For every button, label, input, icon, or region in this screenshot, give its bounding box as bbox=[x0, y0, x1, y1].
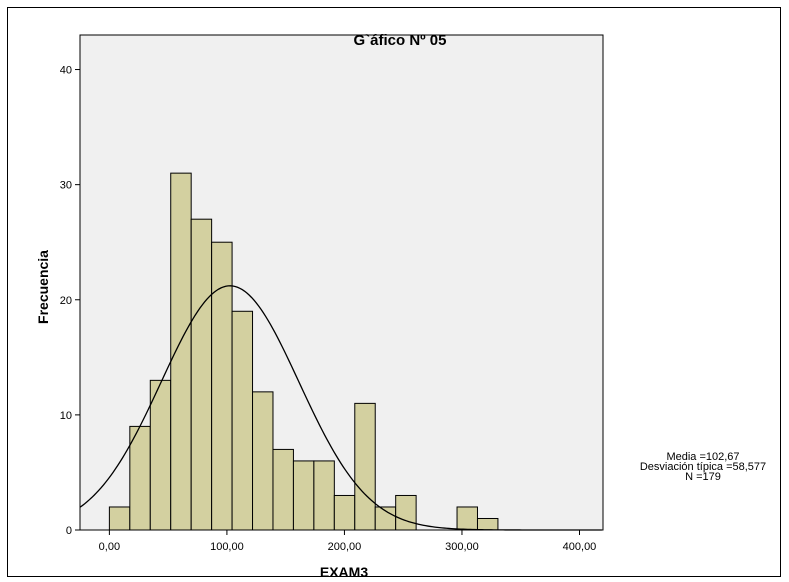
y-axis-label: Frecuencia bbox=[35, 250, 51, 324]
histogram-bar bbox=[252, 391, 274, 531]
x-axis-label: EXAM3 bbox=[320, 564, 368, 580]
chart-title: G`áfico Nº 05 bbox=[353, 32, 446, 49]
histogram-bar bbox=[149, 379, 172, 531]
stats-mean: Media =102,67 bbox=[666, 451, 740, 463]
y-tick-label: 40 bbox=[60, 65, 72, 77]
histogram-bar bbox=[456, 506, 478, 531]
histogram-bar bbox=[231, 310, 254, 531]
x-tick-label: 200,00 bbox=[328, 541, 362, 553]
x-tick-label: 300,00 bbox=[445, 541, 479, 553]
x-tick-label: 400,00 bbox=[563, 541, 597, 553]
y-tick-label: 0 bbox=[66, 525, 72, 537]
histogram-bar bbox=[190, 218, 213, 531]
stats-n: N =179 bbox=[685, 471, 721, 483]
y-tick-label: 10 bbox=[60, 410, 72, 422]
histogram-bar bbox=[108, 506, 131, 531]
histogram-bar bbox=[313, 460, 335, 531]
normal-curve bbox=[79, 285, 602, 531]
histogram-bar bbox=[170, 172, 192, 531]
y-tick-label: 20 bbox=[60, 295, 72, 307]
histogram-bar bbox=[476, 517, 499, 531]
histogram-bar bbox=[272, 448, 294, 531]
stats-sd: Desviación típica =58,577 bbox=[639, 461, 767, 473]
histogram-bar bbox=[354, 402, 376, 531]
histogram-bar bbox=[333, 494, 356, 531]
histogram-bar bbox=[395, 494, 417, 531]
x-tick-label: 100,00 bbox=[210, 541, 244, 553]
x-tick-label: 0,00 bbox=[99, 541, 120, 553]
histogram-bar bbox=[129, 425, 151, 531]
y-tick-label: 30 bbox=[60, 180, 72, 192]
histogram-bar bbox=[292, 460, 315, 531]
stats-legend: Media =102,67 Desviación típica =58,577 … bbox=[617, 451, 789, 483]
